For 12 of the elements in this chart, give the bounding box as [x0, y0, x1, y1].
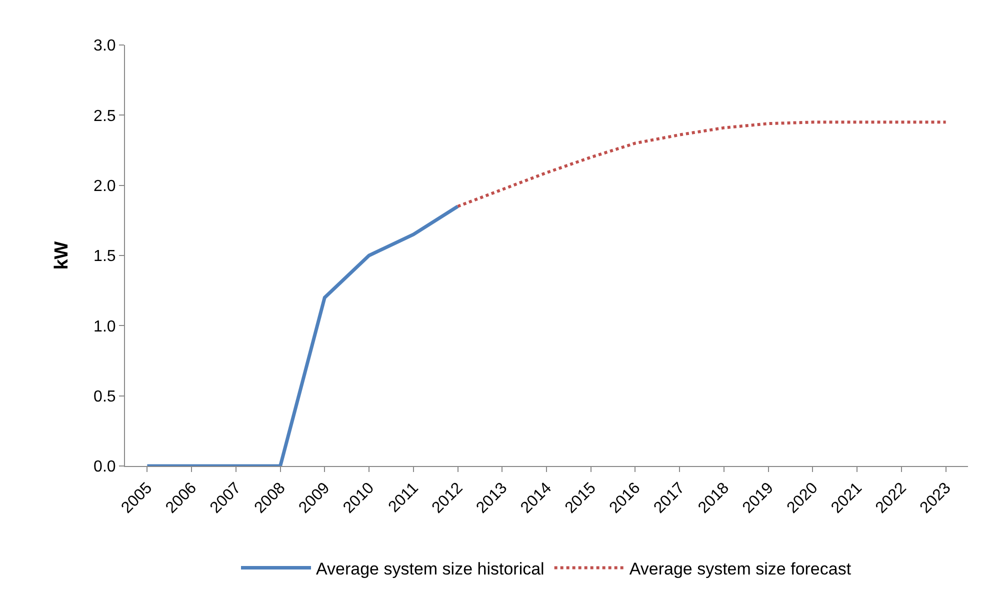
y-tick-label: 1.0 [94, 318, 116, 336]
line-series [456, 120, 948, 208]
y-axis-title: kW [51, 241, 72, 270]
line-series [145, 204, 460, 466]
y-tick-label: 3.0 [94, 38, 116, 55]
legend-label: Average system size historical [316, 559, 544, 578]
y-tick-label: 2.5 [94, 108, 116, 125]
y-tick-label: 0.0 [94, 458, 116, 476]
legend-label: Average system size forecast [629, 559, 852, 578]
y-tick-label: 0.5 [94, 388, 116, 406]
y-tick-label: 2.0 [94, 178, 116, 195]
y-tick-label: 1.5 [94, 248, 116, 266]
